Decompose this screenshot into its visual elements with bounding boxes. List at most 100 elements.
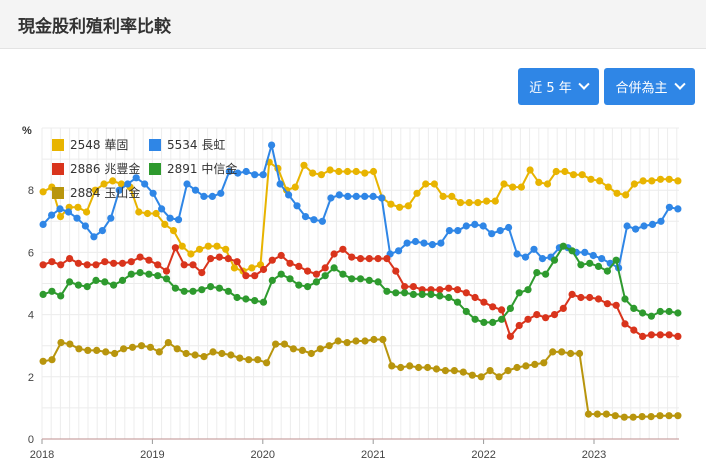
data-point[interactable] bbox=[98, 227, 106, 235]
data-point[interactable] bbox=[506, 304, 514, 312]
data-point[interactable] bbox=[326, 166, 334, 174]
data-point[interactable] bbox=[361, 337, 369, 345]
data-point[interactable] bbox=[300, 161, 308, 169]
data-point[interactable] bbox=[189, 261, 197, 269]
data-point[interactable] bbox=[48, 258, 56, 266]
data-point[interactable] bbox=[73, 214, 81, 222]
data-point[interactable] bbox=[298, 346, 306, 354]
data-point[interactable] bbox=[222, 245, 230, 253]
data-point[interactable] bbox=[674, 205, 682, 213]
data-point[interactable] bbox=[603, 267, 612, 275]
data-point[interactable] bbox=[647, 413, 655, 421]
data-point[interactable] bbox=[233, 258, 241, 266]
data-point[interactable] bbox=[517, 183, 526, 191]
data-point[interactable] bbox=[409, 283, 417, 291]
data-point[interactable] bbox=[401, 283, 409, 291]
data-point[interactable] bbox=[483, 197, 491, 205]
data-point[interactable] bbox=[630, 326, 638, 334]
data-point[interactable] bbox=[471, 315, 479, 323]
data-point[interactable] bbox=[215, 253, 223, 261]
data-point[interactable] bbox=[117, 180, 125, 188]
data-point[interactable] bbox=[187, 250, 195, 258]
data-point[interactable] bbox=[171, 284, 179, 292]
data-point[interactable] bbox=[596, 177, 604, 185]
data-point[interactable] bbox=[74, 203, 82, 211]
data-point[interactable] bbox=[622, 191, 630, 199]
data-point[interactable] bbox=[674, 412, 682, 420]
data-point[interactable] bbox=[549, 348, 557, 356]
data-point[interactable] bbox=[356, 255, 365, 263]
data-point[interactable] bbox=[309, 169, 317, 177]
data-point[interactable] bbox=[505, 223, 513, 232]
data-point[interactable] bbox=[491, 197, 499, 205]
data-point[interactable] bbox=[334, 337, 342, 345]
data-point[interactable] bbox=[171, 244, 179, 252]
data-point[interactable] bbox=[127, 270, 135, 278]
data-point[interactable] bbox=[75, 345, 83, 353]
data-point[interactable] bbox=[396, 203, 404, 211]
data-point[interactable] bbox=[540, 359, 548, 367]
data-point[interactable] bbox=[277, 270, 285, 278]
data-point[interactable] bbox=[567, 349, 575, 358]
data-point[interactable] bbox=[674, 309, 682, 317]
data-point[interactable] bbox=[621, 295, 629, 303]
data-point[interactable] bbox=[268, 141, 276, 149]
data-point[interactable] bbox=[101, 258, 109, 266]
data-point[interactable] bbox=[39, 220, 47, 228]
data-point[interactable] bbox=[321, 264, 329, 272]
data-point[interactable] bbox=[453, 298, 462, 306]
data-point[interactable] bbox=[513, 250, 521, 258]
data-point[interactable] bbox=[575, 349, 584, 358]
data-point[interactable] bbox=[674, 332, 682, 340]
data-point[interactable] bbox=[207, 283, 215, 291]
data-point[interactable] bbox=[656, 307, 664, 316]
data-point[interactable] bbox=[471, 220, 479, 228]
data-point[interactable] bbox=[242, 295, 250, 303]
data-point[interactable] bbox=[594, 262, 603, 270]
data-point[interactable] bbox=[343, 167, 352, 176]
data-point[interactable] bbox=[504, 367, 512, 375]
data-point[interactable] bbox=[178, 242, 186, 250]
data-point[interactable] bbox=[558, 348, 566, 356]
data-point[interactable] bbox=[657, 217, 665, 225]
data-point[interactable] bbox=[640, 222, 648, 230]
data-point[interactable] bbox=[230, 264, 238, 272]
data-point[interactable] bbox=[593, 410, 602, 418]
data-point[interactable] bbox=[543, 180, 552, 188]
data-point[interactable] bbox=[397, 363, 405, 372]
data-point[interactable] bbox=[83, 261, 91, 269]
data-point[interactable] bbox=[307, 349, 315, 358]
data-point[interactable] bbox=[387, 200, 395, 208]
data-point[interactable] bbox=[57, 292, 65, 300]
data-point[interactable] bbox=[198, 286, 206, 294]
data-point[interactable] bbox=[542, 270, 550, 278]
data-point[interactable] bbox=[251, 272, 259, 280]
legend-item-5534[interactable]: 5534 長虹 bbox=[149, 136, 225, 153]
data-point[interactable] bbox=[135, 208, 143, 216]
data-point[interactable] bbox=[66, 255, 74, 263]
data-point[interactable] bbox=[630, 180, 639, 188]
data-point[interactable] bbox=[427, 290, 435, 298]
data-point[interactable] bbox=[456, 199, 465, 207]
data-point[interactable] bbox=[430, 180, 438, 188]
data-point[interactable] bbox=[352, 167, 360, 176]
data-point[interactable] bbox=[486, 367, 494, 375]
data-point[interactable] bbox=[535, 178, 543, 186]
data-point[interactable] bbox=[524, 286, 532, 294]
data-point[interactable] bbox=[64, 208, 73, 216]
data-point[interactable] bbox=[180, 261, 188, 269]
data-point[interactable] bbox=[454, 227, 462, 235]
data-point[interactable] bbox=[550, 256, 559, 264]
data-point[interactable] bbox=[289, 345, 297, 353]
data-point[interactable] bbox=[665, 203, 674, 211]
data-point[interactable] bbox=[515, 289, 523, 297]
data-point[interactable] bbox=[162, 275, 171, 283]
data-point[interactable] bbox=[656, 331, 664, 339]
data-point[interactable] bbox=[445, 293, 453, 302]
data-point[interactable] bbox=[149, 189, 157, 197]
data-point[interactable] bbox=[268, 256, 276, 264]
data-point[interactable] bbox=[127, 258, 135, 266]
data-point[interactable] bbox=[93, 346, 101, 354]
data-point[interactable] bbox=[348, 275, 356, 283]
period-dropdown-button[interactable]: 近 5 年 bbox=[518, 68, 599, 105]
